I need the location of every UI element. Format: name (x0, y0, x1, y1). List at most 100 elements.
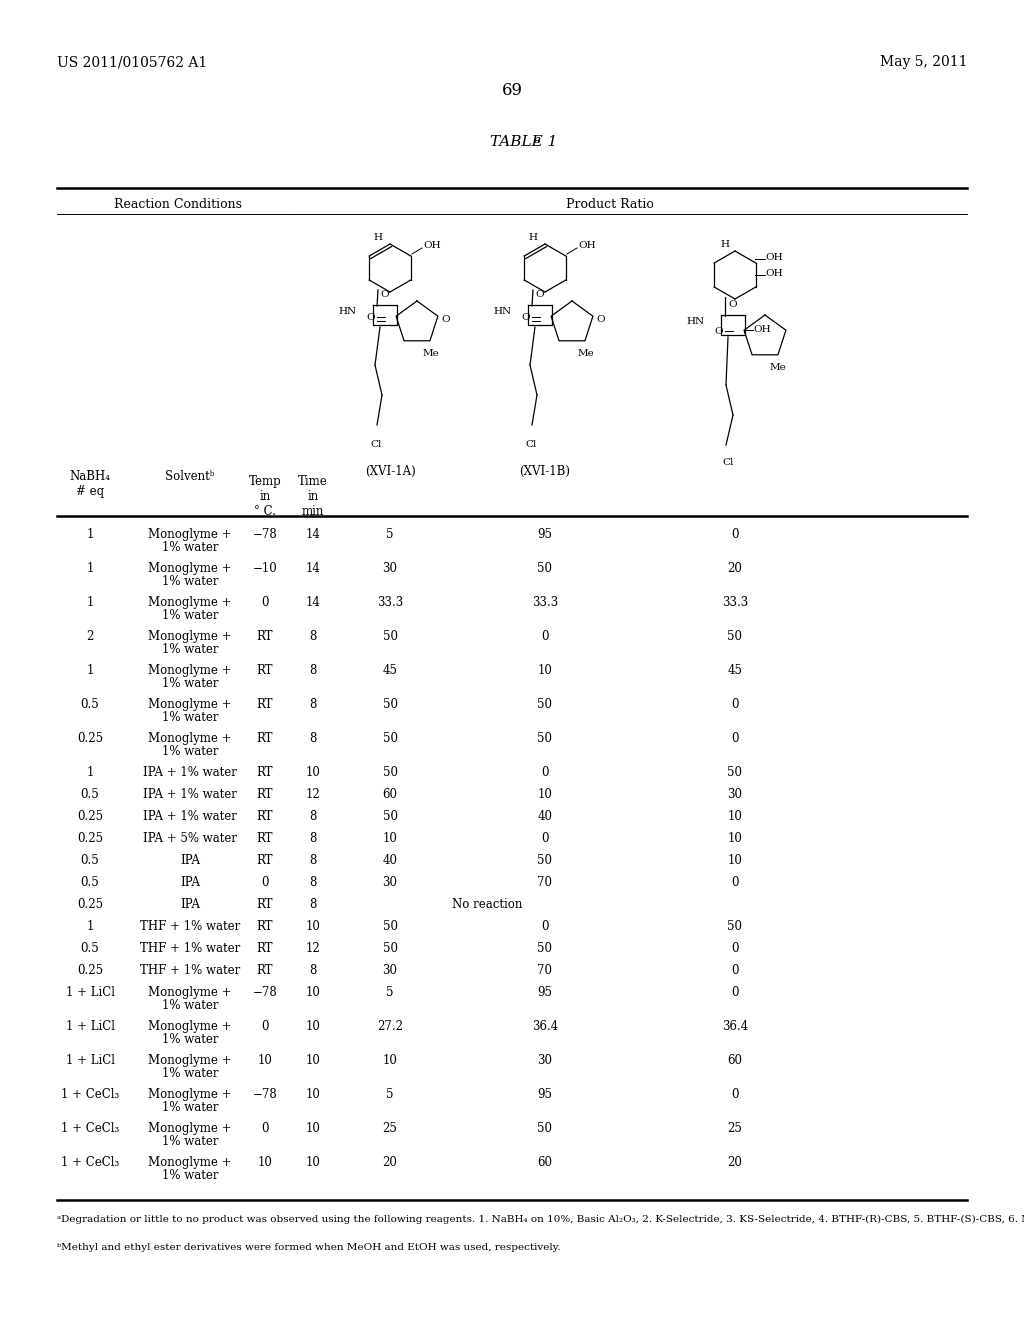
Text: 1: 1 (86, 562, 93, 576)
Text: Time
in
min: Time in min (298, 475, 328, 517)
Text: 1: 1 (86, 528, 93, 541)
Text: Monoglyme +: Monoglyme + (148, 1053, 231, 1067)
Text: Monoglyme +: Monoglyme + (148, 630, 231, 643)
Text: 30: 30 (727, 788, 742, 801)
Text: 1% water: 1% water (162, 711, 218, 723)
Text: O: O (596, 315, 604, 325)
Text: O: O (521, 314, 530, 322)
Text: O: O (367, 314, 375, 322)
Text: THF + 1% water: THF + 1% water (140, 942, 240, 954)
Text: O: O (441, 315, 450, 325)
Text: ᵃDegradation or little to no product was observed using the following reagents. : ᵃDegradation or little to no product was… (57, 1214, 1024, 1224)
Text: a: a (534, 135, 541, 145)
Text: −78: −78 (253, 1088, 278, 1101)
Text: Monoglyme +: Monoglyme + (148, 986, 231, 999)
Text: 50: 50 (383, 630, 397, 643)
Text: 8: 8 (309, 964, 316, 977)
Text: Me: Me (578, 348, 595, 358)
Text: 36.4: 36.4 (531, 1020, 558, 1034)
Text: 8: 8 (309, 832, 316, 845)
Text: −78: −78 (253, 528, 278, 541)
Text: RT: RT (257, 630, 273, 643)
Text: 0: 0 (261, 597, 268, 609)
Text: 0: 0 (542, 630, 549, 643)
Text: 20: 20 (728, 562, 742, 576)
Text: O: O (729, 300, 737, 309)
Text: O: O (536, 290, 545, 300)
Text: 1 + LiCl: 1 + LiCl (66, 1020, 115, 1034)
Text: 1 + LiCl: 1 + LiCl (66, 986, 115, 999)
Text: Me: Me (770, 363, 786, 372)
Text: 36.4: 36.4 (722, 1020, 749, 1034)
Text: 33.3: 33.3 (531, 597, 558, 609)
Text: 50: 50 (538, 1122, 553, 1135)
Text: RT: RT (257, 854, 273, 867)
Text: RT: RT (257, 698, 273, 711)
Text: 1% water: 1% water (162, 576, 218, 587)
Text: Monoglyme +: Monoglyme + (148, 1088, 231, 1101)
Text: 1% water: 1% water (162, 1170, 218, 1181)
Text: 25: 25 (383, 1122, 397, 1135)
Text: Monoglyme +: Monoglyme + (148, 664, 231, 677)
Text: 8: 8 (309, 898, 316, 911)
Text: 0.5: 0.5 (81, 876, 99, 888)
Text: 25: 25 (728, 1122, 742, 1135)
Text: RT: RT (257, 664, 273, 677)
Text: Me: Me (423, 348, 439, 358)
Text: 5: 5 (386, 986, 394, 999)
Text: 0.5: 0.5 (81, 942, 99, 954)
Text: 0: 0 (261, 876, 268, 888)
Text: 1% water: 1% water (162, 609, 218, 622)
Text: 60: 60 (383, 788, 397, 801)
Text: 14: 14 (305, 528, 321, 541)
Text: 95: 95 (538, 986, 553, 999)
Text: 10: 10 (305, 986, 321, 999)
Text: −10: −10 (253, 562, 278, 576)
Text: 10: 10 (728, 832, 742, 845)
Text: OH: OH (578, 242, 596, 251)
Text: 12: 12 (305, 788, 321, 801)
Text: IPA + 1% water: IPA + 1% water (143, 788, 237, 801)
Text: May 5, 2011: May 5, 2011 (880, 55, 967, 69)
Text: 1 + CeCl₃: 1 + CeCl₃ (60, 1156, 119, 1170)
Text: 0: 0 (542, 766, 549, 779)
Text: RT: RT (257, 810, 273, 822)
Text: 0: 0 (261, 1020, 268, 1034)
Text: Cl: Cl (722, 458, 733, 467)
Text: 0: 0 (731, 876, 738, 888)
Text: 30: 30 (538, 1053, 553, 1067)
Text: (XVI-1B): (XVI-1B) (519, 465, 570, 478)
Text: 8: 8 (309, 876, 316, 888)
Text: 10: 10 (305, 920, 321, 933)
Text: IPA: IPA (180, 876, 200, 888)
Text: 1% water: 1% water (162, 744, 218, 758)
Text: 1% water: 1% water (162, 999, 218, 1012)
Text: IPA: IPA (180, 898, 200, 911)
Text: Temp
in
° C.: Temp in ° C. (249, 475, 282, 517)
Text: THF + 1% water: THF + 1% water (140, 964, 240, 977)
Text: 10: 10 (728, 854, 742, 867)
Text: US 2011/0105762 A1: US 2011/0105762 A1 (57, 55, 207, 69)
Text: O: O (715, 327, 723, 337)
Text: 50: 50 (727, 920, 742, 933)
Text: 95: 95 (538, 1088, 553, 1101)
Text: 8: 8 (309, 854, 316, 867)
Text: 1% water: 1% water (162, 541, 218, 554)
Text: 10: 10 (305, 1020, 321, 1034)
Text: Monoglyme +: Monoglyme + (148, 698, 231, 711)
Text: 12: 12 (305, 942, 321, 954)
Text: 0: 0 (731, 986, 738, 999)
Text: 0.25: 0.25 (77, 810, 103, 822)
Text: 50: 50 (383, 810, 397, 822)
Text: 8: 8 (309, 698, 316, 711)
Text: 33.3: 33.3 (377, 597, 403, 609)
Text: Monoglyme +: Monoglyme + (148, 1156, 231, 1170)
Text: 10: 10 (305, 1053, 321, 1067)
Text: 0: 0 (731, 964, 738, 977)
Text: HN: HN (494, 306, 512, 315)
Text: 8: 8 (309, 664, 316, 677)
Text: IPA + 1% water: IPA + 1% water (143, 766, 237, 779)
Text: OH: OH (765, 268, 782, 277)
Text: 10: 10 (538, 664, 552, 677)
Text: 0: 0 (731, 1088, 738, 1101)
